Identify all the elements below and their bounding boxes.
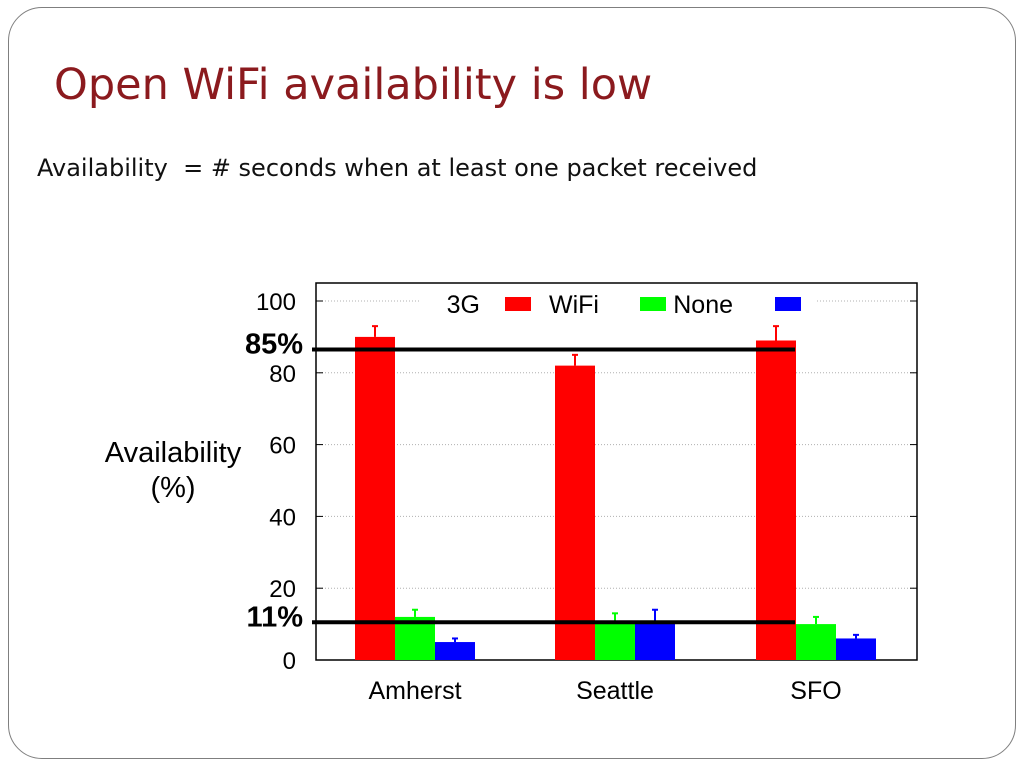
y-axis-title: Availability (%)	[78, 436, 268, 507]
y-axis-title-line-1: Availability	[104, 437, 242, 469]
bar-wifi-sfo	[796, 624, 836, 660]
legend-swatch-wifi	[640, 297, 666, 311]
slide-frame	[8, 7, 1016, 759]
legend-label-wifi: WiFi	[549, 291, 599, 319]
legend-swatch-none	[775, 297, 801, 311]
y-tick-label: 60	[269, 433, 296, 460]
y-axis-title-line-2: (%)	[150, 472, 196, 505]
reference-label-1: 11%	[247, 601, 304, 633]
legend-background	[420, 286, 816, 320]
legend-label-none: None	[673, 291, 733, 319]
slide-title: Open WiFi availability is low	[54, 60, 653, 110]
bar-3g-amherst	[355, 336, 395, 660]
legend-label-3g: 3G	[447, 291, 480, 319]
bar-none-sfo	[836, 638, 876, 660]
bar-3g-seattle	[555, 365, 595, 660]
y-tick-label: 80	[269, 361, 296, 388]
y-tick-label: 0	[283, 648, 296, 675]
x-tick-label: SFO	[790, 677, 841, 705]
legend-swatch-3g	[505, 297, 531, 311]
y-tick-label: 20	[269, 576, 296, 603]
slide-subtitle: Availability = # seconds when at least o…	[37, 154, 758, 182]
x-tick-label: Seattle	[576, 677, 654, 705]
bar-none-seattle	[635, 620, 675, 660]
bar-3g-sfo	[756, 340, 796, 660]
bar-none-amherst	[435, 642, 475, 660]
bar-wifi-seattle	[595, 620, 635, 660]
y-tick-label: 100	[256, 289, 296, 316]
x-tick-label: Amherst	[368, 677, 461, 705]
y-tick-label: 40	[269, 504, 296, 531]
plot-area-border	[315, 282, 918, 661]
reference-label-0: 85%	[245, 328, 303, 360]
